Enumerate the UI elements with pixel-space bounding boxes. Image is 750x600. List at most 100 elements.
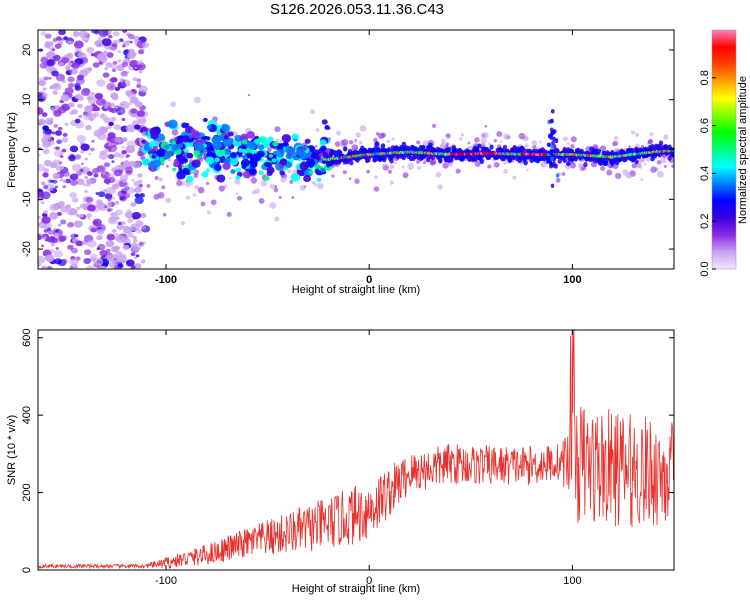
spectrogram-cell bbox=[107, 176, 116, 184]
spectrogram-cell bbox=[105, 248, 111, 253]
spectrogram-cell bbox=[315, 128, 320, 132]
spectrogram-cell bbox=[87, 105, 94, 110]
spectrogram-cell bbox=[74, 234, 79, 238]
spectrogram-cell bbox=[263, 142, 269, 148]
spectrogram-cell bbox=[428, 142, 433, 148]
spectrogram-cell bbox=[108, 253, 116, 260]
spectrogram-cell bbox=[112, 31, 120, 37]
spectrogram-cell bbox=[550, 183, 555, 188]
spectrogram-cell bbox=[246, 152, 253, 159]
spectrogram-cell bbox=[83, 257, 92, 265]
spectrogram-cell bbox=[613, 136, 619, 141]
spectrogram-cell bbox=[139, 193, 146, 198]
spectrogram-cell bbox=[69, 265, 74, 269]
spectrogram-cell bbox=[373, 186, 380, 192]
spectrogram-cell bbox=[107, 132, 116, 139]
spectrogram-cell bbox=[138, 70, 143, 74]
spectrogram-cell bbox=[228, 176, 232, 180]
spectrogram-cell bbox=[107, 201, 112, 205]
spectrogram-cell bbox=[79, 168, 84, 172]
spectrogram-cell bbox=[638, 164, 643, 169]
spectrogram-cell bbox=[304, 138, 311, 144]
spectrogram-cell bbox=[72, 31, 80, 37]
spectrogram-cell bbox=[487, 142, 491, 146]
spectrogram-xtick-label: -100 bbox=[155, 274, 177, 286]
spectrogram-cell bbox=[267, 147, 272, 152]
spectrogram-cell bbox=[58, 161, 63, 165]
spectrogram-cell bbox=[549, 150, 553, 156]
spectrogram-cell bbox=[238, 148, 244, 153]
spectrogram-cell bbox=[493, 139, 497, 143]
spectrogram-cell bbox=[121, 61, 129, 68]
spectrogram-cell bbox=[550, 144, 554, 149]
spectrogram-cell bbox=[381, 132, 387, 138]
spectrogram-cell bbox=[86, 46, 94, 54]
spectrogram-cell bbox=[86, 239, 97, 248]
spectrogram-cell bbox=[147, 162, 155, 169]
spectrogram-cell bbox=[80, 150, 85, 154]
spectrogram-cell bbox=[551, 140, 555, 146]
spectrogram-cell bbox=[137, 64, 143, 69]
spectrogram-cell bbox=[130, 242, 138, 249]
spectrogram-cell bbox=[460, 133, 465, 137]
spectrogram-cell bbox=[131, 178, 135, 182]
figure-title: S126.2026.053.11.36.C43 bbox=[270, 1, 444, 18]
spectrogram-cell bbox=[105, 240, 115, 248]
spectrogram-cell bbox=[141, 42, 150, 48]
spectrogram-cell bbox=[430, 155, 436, 161]
spectrogram-cell bbox=[55, 73, 66, 82]
spectrogram-cell bbox=[63, 36, 68, 40]
spectrogram-cell bbox=[118, 153, 125, 159]
spectrogram-cell bbox=[192, 193, 197, 197]
spectrogram-cell bbox=[566, 142, 570, 146]
spectrogram-cell bbox=[293, 135, 298, 140]
spectrogram-cell bbox=[351, 144, 359, 151]
spectrogram-cell bbox=[137, 173, 143, 178]
spectrogram-cell bbox=[547, 142, 552, 147]
spectrogram-cell bbox=[570, 144, 575, 149]
spectrogram-cell bbox=[523, 160, 528, 166]
spectrogram-cell bbox=[230, 169, 236, 174]
spectrogram-cell bbox=[59, 165, 65, 170]
spectrogram-cell bbox=[60, 94, 70, 102]
spectrogram-cell bbox=[41, 216, 51, 224]
spectrogram-cell bbox=[109, 63, 117, 70]
spectrogram-cell bbox=[50, 242, 55, 247]
spectrogram-cell bbox=[102, 72, 110, 78]
spectrogram-cell bbox=[614, 172, 622, 180]
spectrogram-cell bbox=[83, 189, 89, 194]
spectrogram-xtick-label: 100 bbox=[563, 274, 581, 286]
spectrogram-cell bbox=[115, 39, 121, 44]
spectrogram-cell bbox=[190, 170, 195, 174]
spectrogram-cell bbox=[170, 144, 180, 152]
spectrogram-cell bbox=[269, 183, 275, 190]
spectrogram-cell bbox=[94, 92, 103, 100]
spectrogram-ytick-label: -10 bbox=[21, 191, 33, 207]
spectrogram-cell bbox=[84, 39, 89, 43]
spectrogram-cell bbox=[136, 80, 141, 85]
spectrogram-cell bbox=[64, 122, 69, 126]
spectrogram-cell bbox=[55, 247, 59, 250]
spectrogram-cell bbox=[502, 144, 508, 150]
spectrogram-cell bbox=[354, 138, 358, 142]
spectrogram-cell bbox=[242, 163, 247, 168]
spectrogram-cell bbox=[54, 43, 62, 49]
spectrogram-cell bbox=[539, 140, 543, 144]
spectrogram-cell bbox=[40, 181, 46, 186]
spectrogram-cell bbox=[96, 53, 106, 62]
spectrogram-cell bbox=[117, 221, 122, 225]
spectrogram-cell bbox=[600, 165, 606, 171]
spectrogram-ytick-label: 10 bbox=[21, 94, 33, 106]
spectrogram-cell bbox=[67, 102, 75, 108]
spectrogram-cell bbox=[46, 265, 53, 269]
spectrogram-cell bbox=[90, 147, 95, 152]
spectrogram-cell bbox=[310, 109, 315, 115]
spectrogram-cell bbox=[503, 161, 507, 165]
spectrogram-cell bbox=[171, 129, 179, 136]
spectrogram-cell bbox=[272, 141, 279, 147]
spectrogram-cell bbox=[467, 141, 471, 145]
spectrogram-cell bbox=[111, 68, 117, 73]
spectrogram-cell bbox=[109, 102, 116, 108]
